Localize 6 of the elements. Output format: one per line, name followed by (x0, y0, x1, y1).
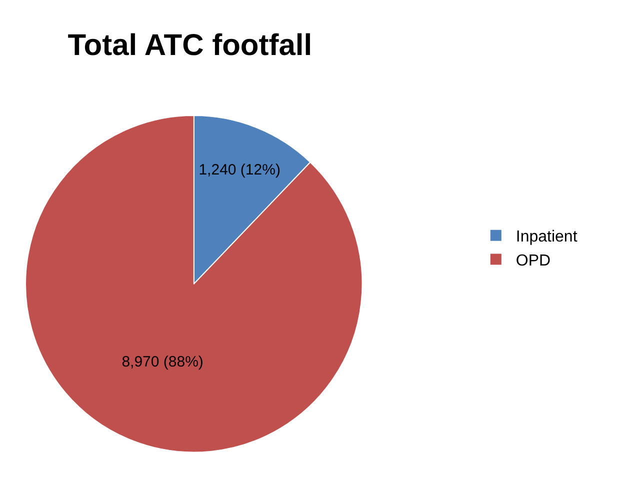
data-label: 1,240 (12%) (198, 162, 280, 179)
chart-title: Total ATC footfall (68, 28, 312, 62)
legend-label: Inpatient (516, 228, 578, 246)
legend-label: OPD (516, 252, 551, 270)
data-label: 8,970 (88%) (122, 354, 204, 371)
pie-slice (25, 115, 363, 452)
